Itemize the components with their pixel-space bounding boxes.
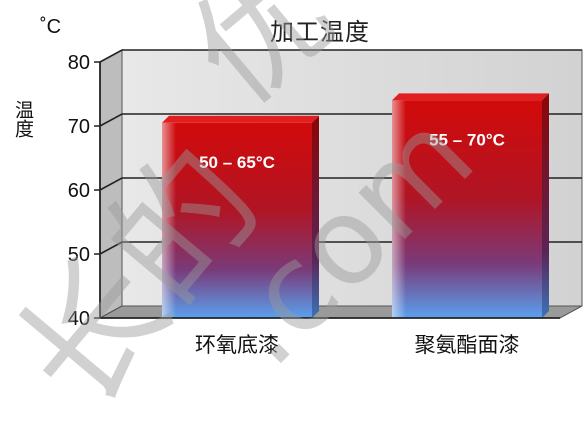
y-unit-label: ˚C [40,16,62,38]
chart-plot: 50 – 65°C 55 – 70°C 40 50 60 70 80 环氧底漆 聚氨酯面漆 [68,49,583,357]
y-tick-label: 60 [68,180,90,202]
bar-top [392,93,549,101]
bar [162,122,312,318]
y-tick-label: 70 [68,116,90,138]
y-axis-label: 温度 [12,100,34,138]
bar-top [162,115,319,123]
bar-highlight [392,100,406,319]
chart-title: 加工温度 [270,18,370,46]
bar-value-label: 55 – 70°C [429,130,505,149]
bar-value-label: 50 – 65°C [199,153,275,172]
x-tick-label: 环氧底漆 [195,333,279,356]
y-tick-label: 80 [68,52,90,74]
gridline [99,49,582,63]
x-tick-label: 聚氨酯面漆 [415,333,520,356]
y-tick-label: 50 [68,244,90,266]
bar-side [542,93,549,319]
y-tick-label: 40 [68,308,90,330]
bar [392,100,542,319]
bar-side [312,115,319,318]
bar-highlight [162,122,176,318]
